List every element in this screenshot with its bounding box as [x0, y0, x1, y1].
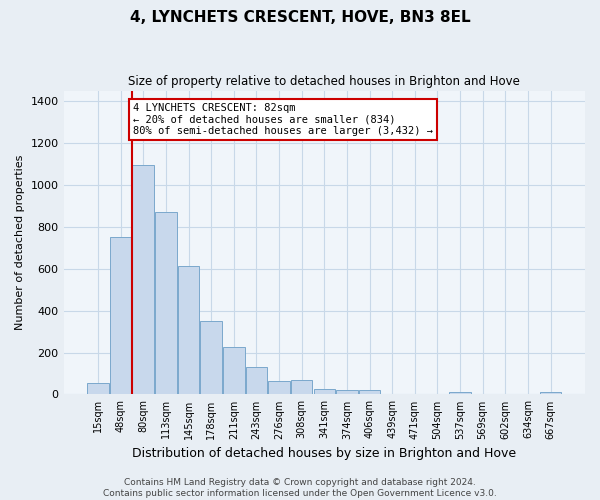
Bar [155, 212, 176, 394]
Bar [449, 392, 471, 394]
Bar [133, 165, 154, 394]
Bar [268, 381, 290, 394]
Bar [245, 367, 267, 394]
Text: 4 LYNCHETS CRESCENT: 82sqm
← 20% of detached houses are smaller (834)
80% of sem: 4 LYNCHETS CRESCENT: 82sqm ← 20% of deta… [133, 103, 433, 136]
Text: 4, LYNCHETS CRESCENT, HOVE, BN3 8EL: 4, LYNCHETS CRESCENT, HOVE, BN3 8EL [130, 10, 470, 25]
Bar [291, 380, 313, 394]
X-axis label: Distribution of detached houses by size in Brighton and Hove: Distribution of detached houses by size … [132, 447, 517, 460]
Text: Contains HM Land Registry data © Crown copyright and database right 2024.
Contai: Contains HM Land Registry data © Crown c… [103, 478, 497, 498]
Y-axis label: Number of detached properties: Number of detached properties [15, 155, 25, 330]
Bar [336, 390, 358, 394]
Bar [110, 238, 131, 394]
Bar [200, 321, 222, 394]
Title: Size of property relative to detached houses in Brighton and Hove: Size of property relative to detached ho… [128, 75, 520, 88]
Bar [540, 392, 561, 394]
Bar [359, 390, 380, 394]
Bar [314, 389, 335, 394]
Bar [223, 346, 245, 395]
Bar [87, 383, 109, 394]
Bar [178, 266, 199, 394]
